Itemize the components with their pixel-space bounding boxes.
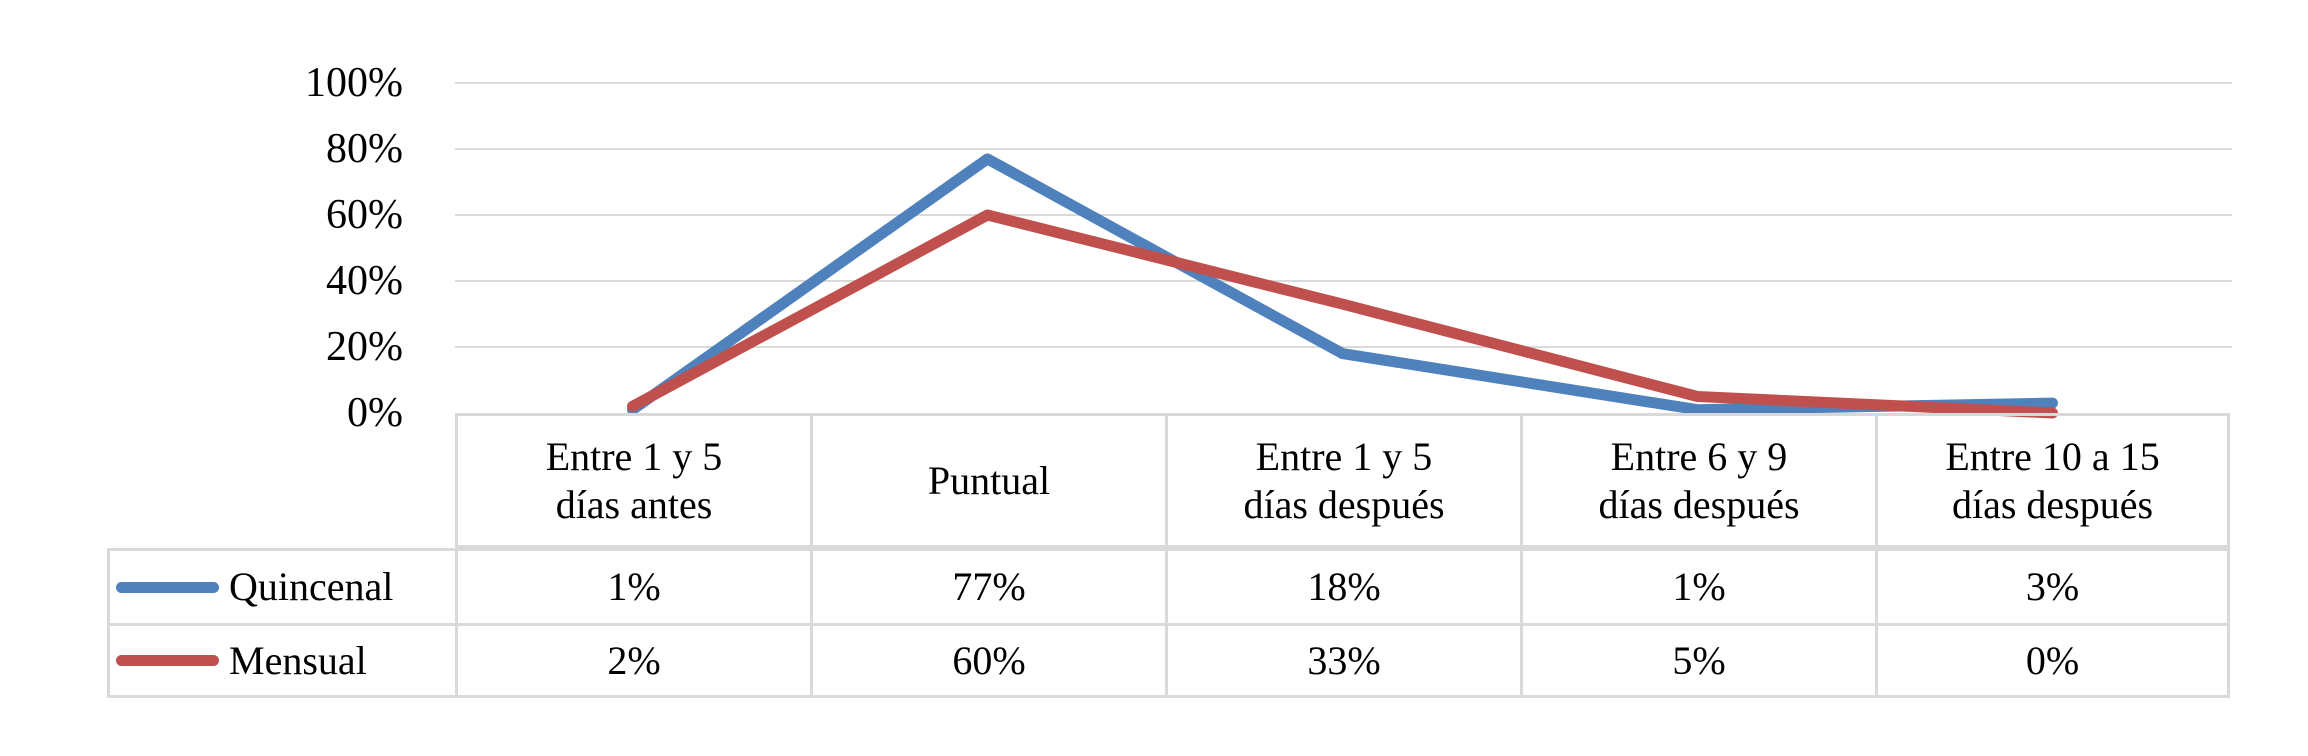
category-header-line: Puntual bbox=[927, 457, 1051, 503]
y-tick-label-20%: 20% bbox=[326, 324, 403, 370]
legend-label-quincenal: Quincenal bbox=[229, 564, 394, 610]
category-header-text: Entre 6 y 9 días después bbox=[1598, 433, 1799, 527]
value-cell-mensual-2: 33% bbox=[1165, 623, 1520, 698]
table-corner-spacer bbox=[107, 413, 455, 548]
category-header-line: Entre 1 y 5 bbox=[1255, 434, 1433, 480]
category-header-line: días después bbox=[1598, 481, 1800, 527]
category-header-line: días después bbox=[1243, 481, 1445, 527]
value-cell-quincenal-4: 3% bbox=[1875, 548, 2230, 623]
y-tick-label-80%: 80% bbox=[326, 126, 403, 172]
legend-cell-mensual: Mensual bbox=[107, 623, 455, 698]
value-cell-quincenal-2: 18% bbox=[1165, 548, 1520, 623]
category-header-line: Entre 1 y 5 bbox=[545, 434, 723, 480]
category-header: Entre 1 y 5 días después bbox=[1165, 413, 1520, 548]
category-header: Entre 6 y 9 días después bbox=[1520, 413, 1875, 548]
category-header-text: Entre 10 a 15 días después bbox=[1945, 433, 2159, 527]
category-header-line: días después bbox=[1951, 481, 2154, 527]
series-line-quincenal bbox=[627, 153, 2058, 416]
value-cell-mensual-0: 2% bbox=[455, 623, 810, 698]
legend-marker-quincenal bbox=[116, 581, 219, 593]
value-cell-mensual-1: 60% bbox=[810, 623, 1165, 698]
value-cell-mensual-4: 0% bbox=[1875, 623, 2230, 698]
y-tick-label-100%: 100% bbox=[305, 60, 403, 106]
series-line-mensual bbox=[627, 209, 2058, 419]
value-cell-mensual-3: 5% bbox=[1520, 623, 1875, 698]
category-header-line: días antes bbox=[555, 481, 713, 527]
value-cell-quincenal-0: 1% bbox=[455, 548, 810, 623]
category-header-text: Puntual bbox=[928, 457, 1050, 504]
y-tick-label-40%: 40% bbox=[326, 258, 403, 304]
category-header-line: Entre 10 a 15 bbox=[1945, 434, 2160, 480]
category-header: Entre 10 a 15 días después bbox=[1875, 413, 2230, 548]
y-tick-label-60%: 60% bbox=[326, 192, 403, 238]
value-cell-quincenal-3: 1% bbox=[1520, 548, 1875, 623]
y-axis-labels: 100% 80% 60% 40% 20% 0% bbox=[0, 0, 407, 756]
category-header-text: Entre 1 y 5 días antes bbox=[546, 433, 723, 527]
legend-label-mensual: Mensual bbox=[229, 637, 367, 683]
legend-marker-mensual bbox=[116, 655, 219, 666]
legend-cell-quincenal: Quincenal bbox=[107, 548, 455, 623]
value-cell-quincenal-1: 77% bbox=[810, 548, 1165, 623]
category-header-text: Entre 1 y 5 días después bbox=[1243, 433, 1444, 527]
y-tick-label-0%: 0% bbox=[347, 390, 403, 436]
category-header: Puntual bbox=[810, 413, 1165, 548]
category-header: Entre 1 y 5 días antes bbox=[455, 413, 810, 548]
category-header-line: Entre 6 y 9 bbox=[1610, 434, 1788, 480]
